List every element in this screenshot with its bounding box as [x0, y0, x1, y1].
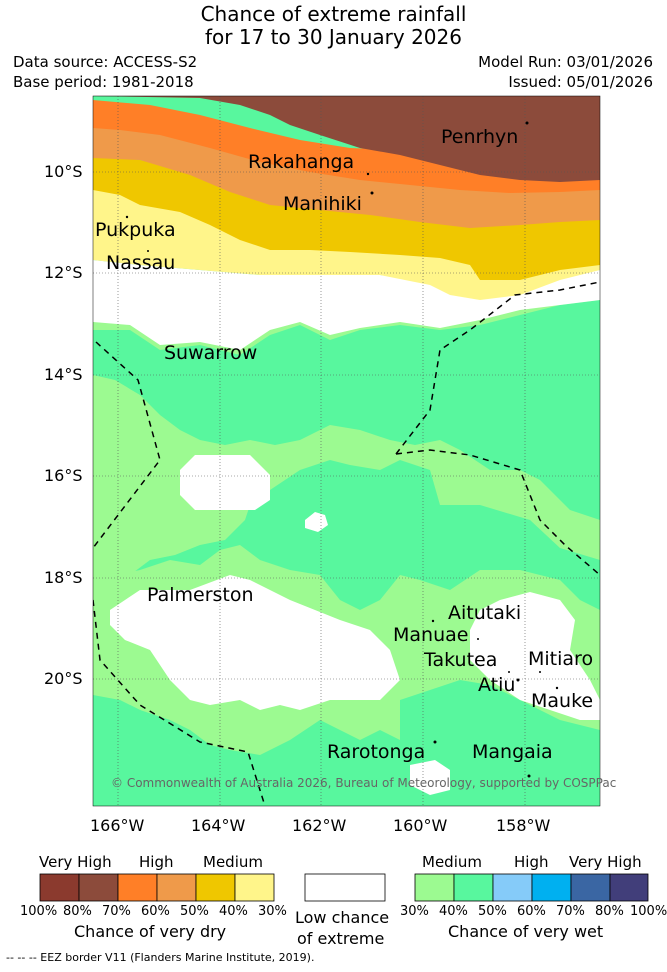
legend-dry-tick-50: 50% [180, 904, 209, 919]
island-label-nassau: Nassau [106, 252, 176, 274]
legend-dry-60-50 [156, 873, 197, 902]
low-chance-rarotonga [410, 760, 450, 795]
base-period: Base period: 1981-2018 [13, 73, 194, 91]
legend-dry-bar [39, 873, 275, 902]
legend-dry-40-30 [234, 873, 275, 902]
island-label-manuae: Manuae [393, 624, 469, 646]
low-chance-southeast [470, 592, 600, 720]
data-source: Data source: ACCESS-S2 [13, 53, 198, 71]
legend-wet-tick-80: 80% [595, 904, 624, 919]
copyright-notice: © Commonwealth of Australia 2026, Bureau… [111, 776, 617, 790]
legend-wet-header-high: High [514, 853, 549, 871]
legend-wet-header-medium: Medium [422, 853, 482, 871]
legend-dry-tick-100: 100% [20, 904, 58, 919]
island-label-takutea: Takutea [424, 649, 498, 671]
wet-40-50-inner [93, 300, 600, 520]
island-label-atiu: Atiu [478, 674, 516, 696]
lat-label-16s: 16°S [44, 466, 83, 485]
legend-wet-tick-100: 100% [630, 904, 667, 919]
issued-date: Issued: 05/01/2026 [508, 73, 653, 91]
legend-low-chance-box [304, 873, 386, 902]
legend-low-caption-line-2: of extreme [297, 929, 385, 948]
island-label-manihiki: Manihiki [283, 193, 362, 215]
legend-dry-tick-40: 40% [219, 904, 248, 919]
gridlines [93, 96, 600, 806]
low-chance-south [110, 575, 400, 710]
legend-wet-tick-60: 60% [517, 904, 546, 919]
legend-dry-100-80 [39, 873, 80, 902]
lon-label-162w: 162°W [292, 816, 347, 835]
legend-wet-80-100 [609, 873, 649, 902]
legend-dry-tick-30: 30% [258, 904, 287, 919]
legend-dry-70-60 [117, 873, 158, 902]
legend-wet-60-70 [531, 873, 572, 902]
legend-dry-caption: Chance of very dry [74, 922, 227, 941]
island-label-aitutaki: Aitutaki [448, 602, 522, 624]
wet-40-50-lower [93, 700, 270, 806]
lon-label-164w: 164°W [191, 816, 246, 835]
legend-dry-50-40 [195, 873, 236, 902]
legend-dry-tick-80: 80% [63, 904, 92, 919]
map-plot-area [93, 96, 600, 806]
island-label-mangaia: Mangaia [472, 741, 553, 763]
lat-label-18s: 18°S [44, 568, 83, 587]
legend-dry-header-medium: Medium [203, 853, 263, 871]
island-label-pukpuka: Pukpuka [95, 219, 176, 241]
lat-label-12s: 12°S [44, 263, 83, 282]
legend-dry-80-70 [78, 873, 119, 902]
island-label-palmerston: Palmerston [147, 584, 254, 606]
island-label-rarotonga: Rarotonga [327, 741, 426, 763]
lat-label-10s: 10°S [44, 162, 83, 181]
legend-wet-tick-30: 30% [400, 904, 429, 919]
eez-footnote: -- -- -- EEZ border V11 (Flanders Marine… [6, 951, 315, 964]
island-label-mauke: Mauke [531, 690, 594, 712]
island-label-rakahanga: Rakahanga [248, 151, 355, 173]
lat-label-20s: 20°S [44, 669, 83, 688]
lat-label-14s: 14°S [44, 365, 83, 384]
island-label-penrhyn: Penrhyn [441, 126, 519, 148]
lon-label-166w: 166°W [90, 816, 145, 835]
model-run: Model Run: 03/01/2026 [478, 53, 653, 71]
legend-wet-header-very-high: Very High [569, 853, 642, 871]
map-frame [92, 95, 601, 807]
legend-wet-30-40 [414, 873, 455, 902]
legend-wet-40-50 [453, 873, 494, 902]
legend-dry-header-very-high: Very High [39, 853, 112, 871]
lon-label-160w: 160°W [393, 816, 448, 835]
legend-wet-tick-50: 50% [478, 904, 507, 919]
chart-title-line-2: for 17 to 30 January 2026 [205, 25, 462, 49]
legend-wet-70-80 [570, 873, 611, 902]
low-chance-patch-1 [180, 455, 270, 510]
legend-dry-tick-60: 60% [141, 904, 170, 919]
low-chance-patch-2 [305, 512, 328, 532]
legend-dry-header-high: High [139, 853, 174, 871]
legend-wet-50-60 [492, 873, 533, 902]
legend-wet-caption: Chance of very wet [448, 922, 604, 941]
legend-wet-tick-40: 40% [439, 904, 468, 919]
chart-title-line-1: Chance of extreme rainfall [200, 2, 467, 26]
legend-wet-bar [414, 873, 649, 902]
legend-wet-tick-70: 70% [556, 904, 585, 919]
eez-border [93, 281, 600, 806]
legend-low-caption-line-1: Low chance [295, 908, 390, 927]
island-markers [125, 121, 559, 778]
dry-80-70-band [93, 96, 600, 182]
island-label-mitiaro: Mitiaro [528, 648, 594, 670]
island-label-suwarrow: Suwarrow [164, 342, 258, 364]
lon-label-158w: 158°W [496, 816, 551, 835]
legend-dry-tick-70: 70% [102, 904, 131, 919]
